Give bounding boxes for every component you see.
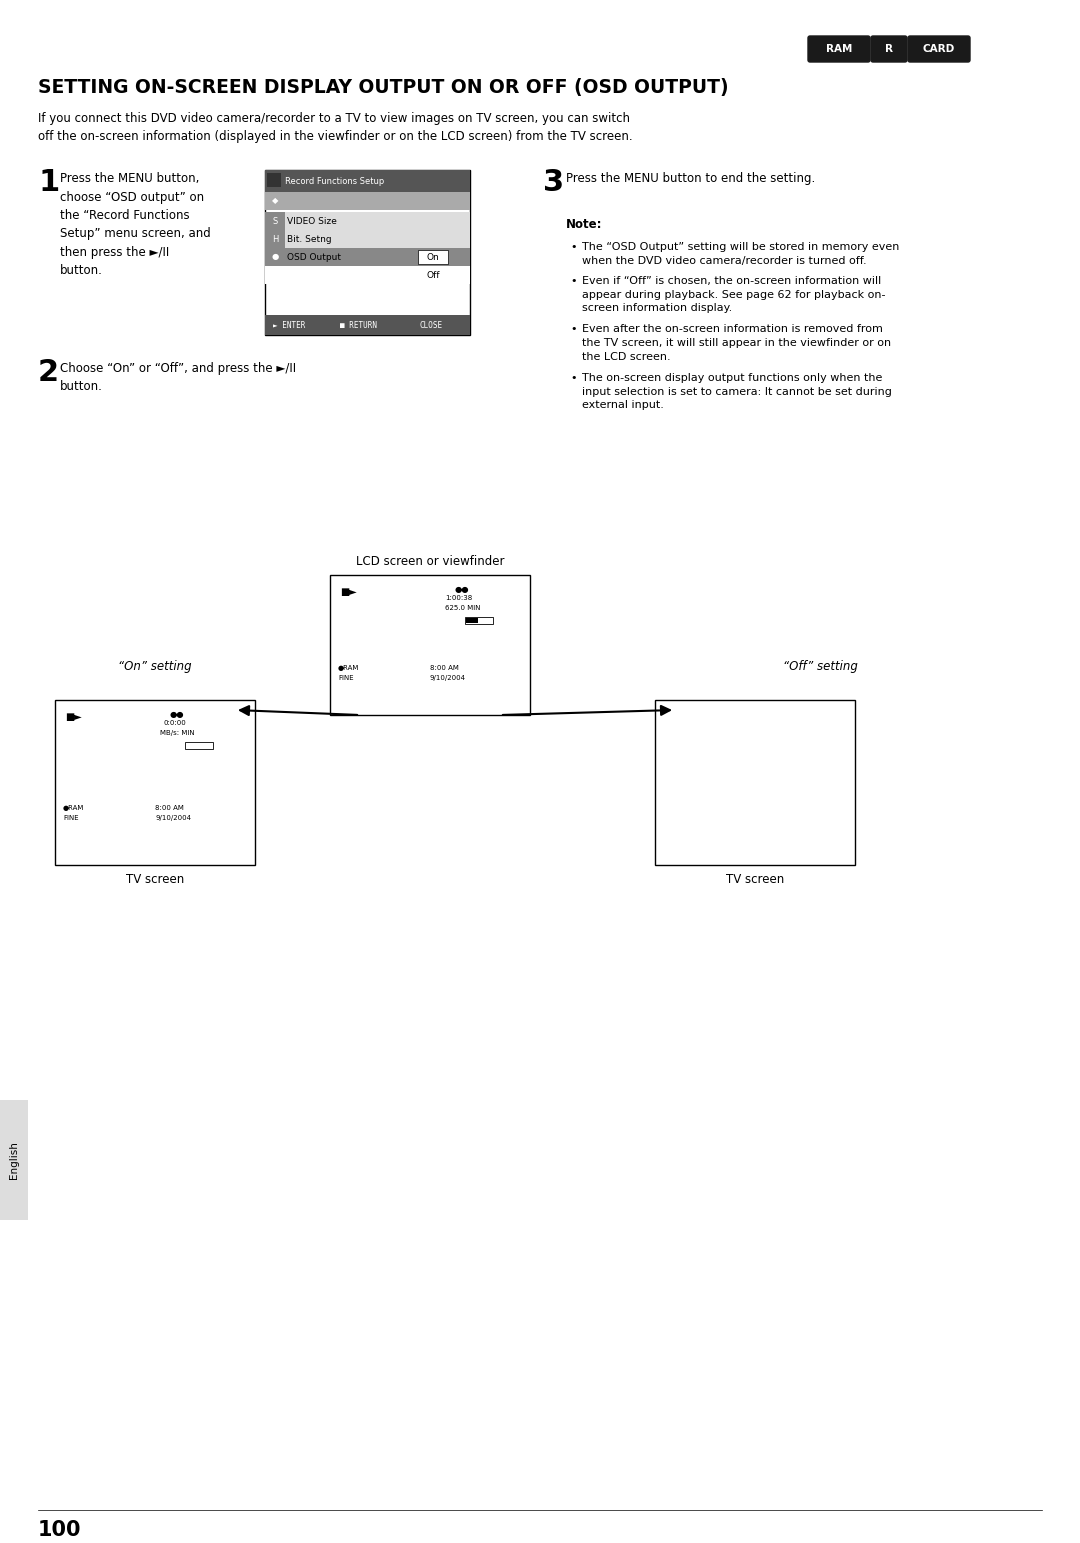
Text: Note:: Note: xyxy=(566,218,603,231)
Text: SETTING ON-SCREEN DISPLAY OUTPUT ON OR OFF (OSD OUTPUT): SETTING ON-SCREEN DISPLAY OUTPUT ON OR O… xyxy=(38,79,729,97)
Text: Press the MENU button,
choose “OSD output” on
the “Record Functions
Setup” menu : Press the MENU button, choose “OSD outpu… xyxy=(60,171,211,278)
Text: CARD: CARD xyxy=(923,45,955,54)
Bar xyxy=(265,230,285,248)
Bar xyxy=(185,742,213,748)
Text: On: On xyxy=(427,253,440,261)
Text: ●RAM: ●RAM xyxy=(63,805,84,812)
Bar xyxy=(265,211,285,230)
Bar xyxy=(0,1100,28,1221)
Text: 9/10/2004: 9/10/2004 xyxy=(156,815,191,821)
Text: 1:00:38: 1:00:38 xyxy=(445,596,472,602)
Bar xyxy=(265,265,470,284)
Text: 100: 100 xyxy=(38,1520,81,1540)
Text: •: • xyxy=(570,276,577,285)
Text: ► ENTER: ► ENTER xyxy=(273,321,306,330)
Bar xyxy=(267,173,281,187)
FancyBboxPatch shape xyxy=(808,35,870,62)
Text: CLOSE: CLOSE xyxy=(420,321,443,330)
Text: 1: 1 xyxy=(38,168,59,198)
Text: ●RAM: ●RAM xyxy=(338,665,360,671)
Text: ◆: ◆ xyxy=(272,196,279,205)
Text: ●●: ●● xyxy=(455,585,470,594)
Text: English: English xyxy=(9,1142,19,1179)
Bar xyxy=(265,265,285,284)
Bar xyxy=(265,191,285,210)
Bar xyxy=(265,211,470,230)
Text: Bit. Setng: Bit. Setng xyxy=(287,235,332,244)
Text: 3: 3 xyxy=(543,168,564,198)
Text: Off: Off xyxy=(427,270,440,279)
Bar xyxy=(265,191,470,210)
Bar xyxy=(265,230,470,248)
Text: 9/10/2004: 9/10/2004 xyxy=(430,674,465,680)
Text: Even if “Off” is chosen, the on-screen information will
appear during playback. : Even if “Off” is chosen, the on-screen i… xyxy=(582,276,886,313)
Text: Press the MENU button to end the setting.: Press the MENU button to end the setting… xyxy=(566,171,815,185)
Text: The on-screen display output functions only when the
input selection is set to c: The on-screen display output functions o… xyxy=(582,373,892,410)
Text: ●: ● xyxy=(271,253,279,261)
Text: FINE: FINE xyxy=(338,674,353,680)
Bar xyxy=(55,701,255,866)
Text: TV screen: TV screen xyxy=(726,873,784,886)
Text: R: R xyxy=(885,45,893,54)
Bar xyxy=(265,248,470,265)
Bar xyxy=(330,576,530,714)
Text: 625.0 MIN: 625.0 MIN xyxy=(445,605,481,611)
Text: •: • xyxy=(570,373,577,383)
Text: OSD Output: OSD Output xyxy=(287,253,341,261)
Text: Choose “On” or “Off”, and press the ►/II
button.: Choose “On” or “Off”, and press the ►/II… xyxy=(60,363,296,393)
Text: ●●: ●● xyxy=(170,710,185,719)
Text: The “OSD Output” setting will be stored in memory even
when the DVD video camera: The “OSD Output” setting will be stored … xyxy=(582,242,900,265)
Text: ■►: ■► xyxy=(340,586,356,597)
Text: Record Functions Setup: Record Functions Setup xyxy=(285,176,384,185)
Text: S: S xyxy=(272,216,278,225)
Text: 0: 0 xyxy=(272,270,278,279)
Text: “On” setting: “On” setting xyxy=(118,660,192,673)
Text: •: • xyxy=(570,242,577,252)
Bar xyxy=(465,617,492,623)
Text: 8:00 AM: 8:00 AM xyxy=(430,665,459,671)
Text: ■►: ■► xyxy=(65,711,82,722)
Bar xyxy=(265,170,470,335)
Bar xyxy=(265,170,470,191)
Text: 8:00 AM: 8:00 AM xyxy=(156,805,184,812)
Text: ■ RETURN: ■ RETURN xyxy=(340,321,377,330)
Text: •: • xyxy=(570,324,577,335)
Text: MB/s: MIN: MB/s: MIN xyxy=(160,730,194,736)
Bar xyxy=(654,701,855,866)
Bar xyxy=(465,619,478,623)
Text: 0:0:00: 0:0:00 xyxy=(163,721,186,727)
Text: “Off” setting: “Off” setting xyxy=(783,660,858,673)
Text: H: H xyxy=(272,235,279,244)
Bar xyxy=(265,315,470,335)
FancyBboxPatch shape xyxy=(908,35,970,62)
Bar xyxy=(265,248,285,265)
Bar xyxy=(418,250,448,264)
Text: TV screen: TV screen xyxy=(126,873,184,886)
Text: VIDEO Size: VIDEO Size xyxy=(287,216,337,225)
Text: 2: 2 xyxy=(38,358,59,387)
Text: RAM: RAM xyxy=(826,45,852,54)
Text: FINE: FINE xyxy=(63,815,79,821)
FancyBboxPatch shape xyxy=(870,35,907,62)
Text: If you connect this DVD video camera/recorder to a TV to view images on TV scree: If you connect this DVD video camera/rec… xyxy=(38,113,633,143)
Text: LCD screen or viewfinder: LCD screen or viewfinder xyxy=(355,555,504,568)
Text: Even after the on-screen information is removed from
the TV screen, it will stil: Even after the on-screen information is … xyxy=(582,324,891,361)
